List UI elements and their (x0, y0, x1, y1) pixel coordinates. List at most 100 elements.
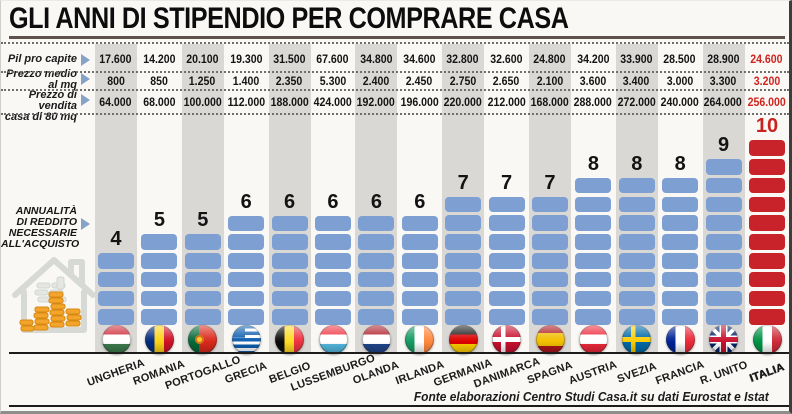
bar-segment (662, 215, 699, 231)
bar-segment (271, 215, 308, 231)
bar-ungheria (98, 253, 134, 325)
bar-segment (705, 215, 742, 231)
bar-segment (401, 215, 438, 231)
pil-value: 24.600 (745, 46, 788, 71)
casa-value: 192.000 (354, 90, 397, 113)
bar-segment (749, 253, 785, 269)
bar-segment (315, 234, 351, 250)
years-value-austria: 8 (587, 152, 599, 175)
bar-segment (749, 159, 785, 175)
bar-segment (315, 253, 351, 269)
bar-francia (662, 177, 699, 325)
bar-segment (662, 309, 699, 325)
mq-value: 2.400 (354, 72, 397, 89)
row-label-mq-line1: Prezzo medio (6, 68, 77, 80)
mq-value: 1.400 (224, 72, 267, 89)
house-coins-watermark (12, 257, 96, 333)
flags-baseline-rule (9, 352, 789, 354)
pil-value-text: 32.600 (490, 51, 523, 66)
mq-value-text: 800 (106, 73, 125, 88)
bar-segment (749, 196, 785, 213)
pil-value-text: 34.200 (576, 51, 610, 66)
dotted-divider (1, 89, 789, 91)
annuity-line4: ALL'ACQUISTO (1, 238, 80, 250)
bar-segment (228, 234, 265, 250)
bar-italia (749, 140, 785, 325)
dotted-divider (1, 42, 789, 44)
mq-value: 2.750 (441, 72, 484, 89)
row-label-pil-text: Pil pro capite (7, 53, 77, 65)
bar-segment (445, 215, 482, 231)
mq-value: 3.400 (615, 72, 658, 89)
bar-segment (705, 159, 742, 175)
netherlands-flag-icon (361, 325, 391, 354)
bar-segment (575, 271, 612, 288)
arrow-right-icon (81, 73, 90, 85)
bar-segment (271, 234, 308, 250)
bar-segment (141, 309, 178, 325)
bar-segment (662, 253, 699, 269)
years-value-irlanda: 6 (414, 190, 426, 213)
bar-segment (705, 290, 742, 307)
mq-value: 850 (137, 72, 180, 89)
bar-segment (662, 234, 699, 250)
bar-segment (315, 215, 351, 231)
portugal-flag-icon (188, 325, 218, 354)
row-label-casa-line2: casa di 80 mq (4, 111, 77, 123)
mq-value-text: 3.000 (666, 73, 693, 88)
mq-value: 800 (94, 72, 137, 89)
mq-value-text: 2.450 (406, 73, 433, 88)
mq-value: 1.250 (181, 72, 224, 89)
bar-austria (575, 177, 612, 325)
bar-segment (358, 215, 395, 231)
bar-segment (618, 290, 655, 307)
years-value-italia: 10 (755, 115, 779, 138)
pil-value-text: 14.200 (142, 51, 176, 66)
row-label-casa: Prezzo di vendita casa di 80 mq (1, 90, 77, 123)
bar-segment (358, 271, 395, 288)
bar-segment (98, 271, 134, 288)
bar-segment (532, 234, 568, 250)
pil-value: 34.200 (571, 46, 614, 71)
bar-segment (488, 215, 525, 231)
pil-value-text: 20.100 (186, 51, 219, 66)
pil-value-text: 17.600 (99, 51, 132, 66)
years-value-danimarca: 7 (501, 171, 513, 194)
bar-segment (358, 253, 395, 269)
bar-segment (445, 290, 482, 307)
row-label-pil: Pil pro capite (1, 54, 77, 65)
casa-value-text: 68.000 (142, 94, 176, 109)
casa-value-text: 256.000 (747, 94, 786, 109)
bar-segment (532, 215, 568, 231)
years-value-portogallo: 5 (197, 209, 209, 232)
denmark-flag-icon (492, 325, 522, 354)
years-value-r. unito: 9 (718, 134, 730, 157)
romania-flag-icon (144, 325, 174, 354)
mq-value-text: 850 (150, 73, 168, 88)
pil-value: 34.800 (354, 46, 397, 71)
arrow-right-icon (81, 94, 90, 106)
casa-value-text: 192.000 (356, 94, 396, 109)
bar-segment (749, 290, 785, 307)
bar-segment (705, 196, 742, 213)
mq-value-text: 1.400 (232, 73, 260, 88)
austria-flag-icon (578, 325, 608, 354)
pil-value: 17.600 (94, 46, 137, 71)
pil-value: 32.600 (485, 46, 528, 71)
pil-value: 14.200 (137, 46, 180, 71)
years-value-svezia: 8 (631, 152, 643, 175)
pil-value: 67.600 (311, 46, 354, 71)
bar-segment (662, 177, 699, 194)
casa-value-text: 240.000 (660, 94, 699, 109)
bar-segment (575, 309, 612, 325)
bar-segment (488, 253, 525, 269)
casa-value-text: 188.000 (270, 94, 309, 109)
casa-value-text: 64.000 (99, 94, 132, 109)
years-value-romania: 5 (153, 209, 165, 232)
bar-segment (184, 234, 221, 250)
bar-segment (749, 234, 785, 250)
bar-segment (358, 309, 395, 325)
pil-value-text: 28.500 (663, 51, 696, 66)
mq-value-text: 1.250 (189, 73, 216, 88)
casa-value-text: 112.000 (227, 94, 265, 109)
